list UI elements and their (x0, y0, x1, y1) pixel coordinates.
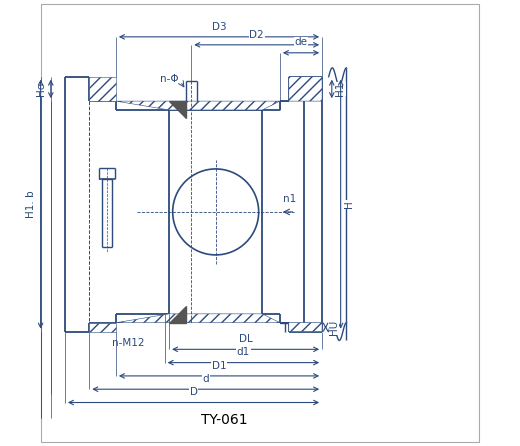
Text: de: de (294, 37, 307, 47)
Text: Ho: Ho (36, 82, 46, 96)
Text: D3: D3 (212, 21, 226, 32)
Text: TY-061: TY-061 (201, 413, 248, 427)
Text: D1: D1 (212, 361, 226, 371)
Text: DL: DL (239, 334, 253, 344)
Text: H: H (344, 200, 354, 208)
Text: d: d (202, 374, 209, 384)
Text: n-Φ: n-Φ (160, 74, 179, 84)
Text: HU: HU (329, 319, 339, 335)
Text: D: D (189, 387, 198, 397)
Text: n1: n1 (283, 194, 297, 204)
Text: D2: D2 (250, 29, 264, 40)
Text: H1. b: H1. b (26, 190, 36, 218)
Polygon shape (169, 306, 186, 323)
Text: d1: d1 (237, 347, 250, 357)
Text: n-M12: n-M12 (111, 338, 144, 348)
Text: H1: H1 (335, 82, 345, 96)
Polygon shape (169, 101, 186, 118)
